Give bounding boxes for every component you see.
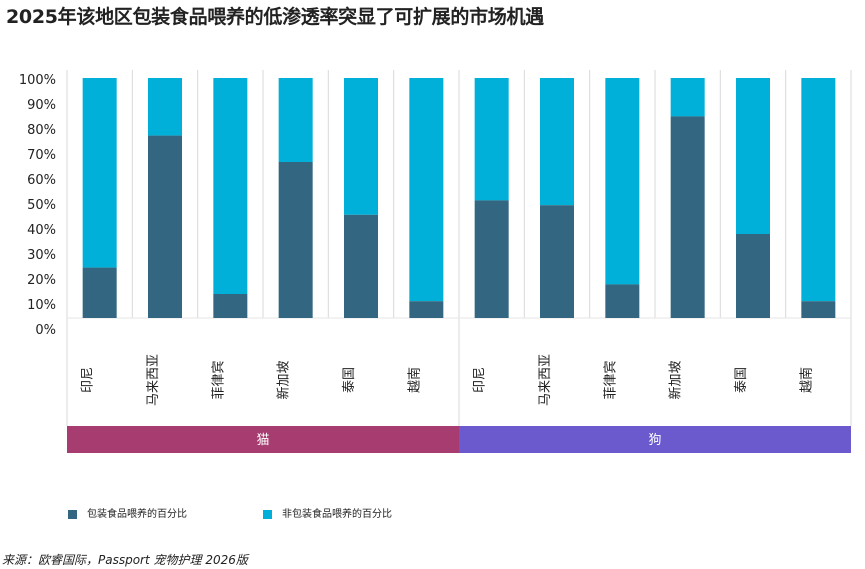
bar-segment-non-packaged (278, 78, 313, 162)
bar-segment-non-packaged (344, 78, 378, 215)
bar-segment-non-packaged (736, 78, 770, 234)
bar-segment-packaged (474, 200, 509, 318)
y-tick-label: 40% (27, 223, 56, 238)
bar-segment-packaged (670, 116, 705, 319)
legend-item-non-packaged: 非包装食品喂养的百分比 (263, 505, 392, 520)
category-label: 印尼 (81, 367, 96, 393)
y-tick-label: 60% (27, 173, 56, 188)
bar-segment-packaged (540, 205, 574, 318)
y-tick-label: 30% (27, 248, 56, 263)
y-tick-label: 10% (27, 298, 56, 313)
y-tick-label: 80% (27, 123, 56, 138)
category-label: 新加坡 (668, 360, 684, 399)
bar-segment-non-packaged (540, 78, 574, 206)
bar-segment-non-packaged (605, 78, 640, 285)
bar-segment-packaged (148, 135, 182, 318)
y-tick-label: 90% (27, 98, 56, 113)
y-tick-label: 70% (27, 148, 56, 163)
bar-segment-non-packaged (670, 78, 705, 117)
bar-segment-packaged (278, 162, 313, 318)
category-label: 泰国 (342, 367, 357, 393)
bar-segment-non-packaged (82, 78, 117, 268)
bar-segment-non-packaged (801, 78, 836, 302)
bar-segment-non-packaged (213, 78, 248, 294)
category-label: 印尼 (473, 367, 488, 393)
legend-label-packaged: 包装食品喂养的百分比 (87, 509, 187, 520)
y-tick-label: 50% (27, 198, 56, 213)
stacked-bar-chart: 0% 10% 20% 30% 40% 50% 60% 70% 80% 90% 100% 印尼 马来西亚 菲… (19, 70, 852, 453)
group-band-cat (67, 426, 459, 453)
category-label: 菲律宾 (210, 360, 226, 399)
bar-segment-packaged (213, 294, 248, 318)
category-label: 越南 (798, 367, 814, 393)
category-label: 越南 (406, 367, 422, 393)
bar-segment-packaged (605, 284, 640, 318)
bar-segment-non-packaged (409, 78, 444, 302)
bar-segment-non-packaged (474, 78, 509, 201)
bar-segment-packaged (736, 234, 770, 318)
y-tick-label: 20% (27, 273, 56, 288)
bar-segment-packaged (82, 267, 117, 318)
category-label: 马来西亚 (538, 354, 553, 406)
bar-segment-packaged (801, 301, 836, 318)
source-note: 来源：欧睿国际，Passport 宠物护理 2026版 (2, 553, 248, 567)
bar-segment-packaged (409, 301, 444, 318)
group-band-dog (459, 426, 851, 453)
legend-swatch-packaged (68, 509, 77, 519)
category-label: 泰国 (734, 367, 749, 393)
chart-title: 2025年该地区包装食品喂养的低渗透率突显了可扩展的市场机遇 (6, 6, 544, 28)
category-label: 菲律宾 (602, 360, 618, 399)
group-label: 猫 (256, 433, 269, 448)
group-label: 狗 (648, 433, 661, 448)
category-label: 新加坡 (276, 360, 292, 399)
bar-segment-packaged (344, 214, 378, 318)
legend-swatch-non-packaged (263, 509, 272, 519)
category-label: 马来西亚 (146, 354, 161, 406)
legend-item-packaged: 包装食品喂养的百分比 (68, 505, 187, 520)
y-tick-label: 0% (35, 323, 56, 338)
legend-label-non-packaged: 非包装食品喂养的百分比 (282, 509, 392, 520)
y-tick-label: 100% (19, 73, 56, 88)
bar-segment-non-packaged (148, 78, 182, 136)
